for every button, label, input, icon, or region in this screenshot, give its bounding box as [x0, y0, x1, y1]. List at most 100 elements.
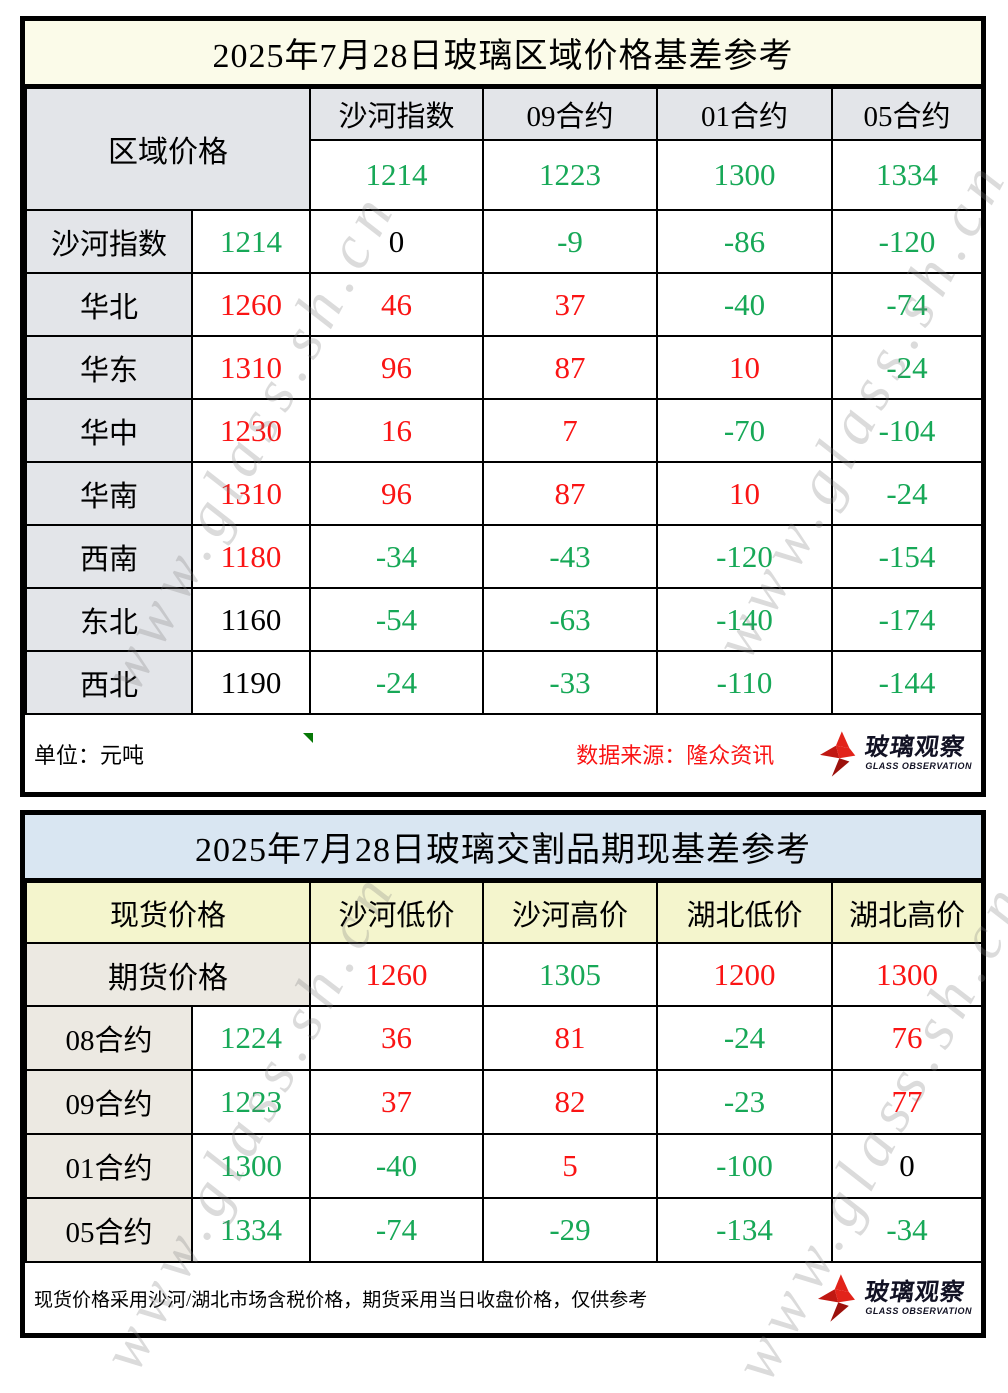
basis-cell: -29 [482, 1197, 659, 1263]
row-label: 东北 [25, 587, 193, 652]
table-row: 华南 1310 96 87 10 -24 [25, 461, 983, 526]
spot-price-cell: 1160 [191, 587, 311, 652]
glass-observation-logo: 玻璃观察 GLASS OBSERVATION [820, 730, 972, 777]
basis-cell: 7 [482, 398, 658, 463]
basis-cell: -120 [831, 209, 983, 274]
table2-title: 2025年7月28日玻璃交割品期现基差参考 [25, 815, 981, 881]
row-label: 沙河指数 [25, 209, 193, 274]
col-header-01-contract: 01合约 [656, 87, 833, 141]
col-header-05-contract: 05合约 [831, 87, 983, 141]
spot-price-cell: 1180 [191, 524, 311, 589]
futures-price-cell: 1224 [190, 1005, 312, 1071]
row-label: 08合约 [25, 1005, 193, 1071]
spot-price-cell: 1310 [191, 461, 311, 526]
table-row: 西北 1190 -24 -33 -110 -144 [25, 650, 983, 715]
row-label: 华南 [25, 461, 193, 526]
basis-cell: -40 [309, 1133, 485, 1199]
basis-cell: -23 [656, 1069, 834, 1135]
basis-cell: 0 [309, 209, 484, 274]
spot-price-cell: 1300 [831, 942, 984, 1007]
spot-price-cell: 1305 [482, 942, 659, 1007]
basis-cell: 10 [656, 461, 833, 526]
basis-cell: -63 [482, 587, 658, 652]
basis-cell: -24 [831, 461, 983, 526]
table-row: 华中 1230 16 7 -70 -104 [25, 398, 983, 463]
basis-cell: 76 [831, 1005, 984, 1071]
row-label: 西南 [25, 524, 193, 589]
row-label: 华东 [25, 335, 193, 400]
futures-price-cell: 1223 [190, 1069, 312, 1135]
col-header-hubei-low: 湖北低价 [656, 881, 834, 944]
spot-price-cell: 1200 [656, 942, 834, 1007]
futures-price-cell: 1334 [190, 1197, 312, 1263]
basis-cell: 87 [482, 335, 658, 400]
col-header-09-contract: 09合约 [482, 87, 658, 141]
basis-cell: 81 [482, 1005, 659, 1071]
page: { "watermark_text": "www.glass.sh.cn", "… [20, 16, 1008, 1392]
table-row: 01合约 1300 -40 5 -100 0 [25, 1133, 984, 1199]
basis-cell: 37 [309, 1069, 485, 1135]
futures-price-header-cell: 期货价格 [24, 942, 312, 1007]
basis-cell: -74 [831, 272, 983, 337]
spot-price-cell: 1260 [309, 942, 485, 1007]
basis-cell: 16 [309, 398, 484, 463]
futures-price-cell: 1334 [831, 139, 983, 211]
table-row: 华北 1260 46 37 -40 -74 [25, 272, 983, 337]
regional-basis-grid: 区域价格 沙河指数 09合约 01合约 05合约 1214 1223 1300 … [25, 87, 983, 715]
logo-name-cn: 玻璃观察 [863, 734, 968, 761]
table1-footer: 单位：元吨 数据来源：隆众资讯 玻璃观察 GLASS OBSERVATION [25, 715, 981, 792]
basis-cell: -134 [656, 1197, 834, 1263]
row-label: 05合约 [25, 1197, 193, 1263]
futures-price-cell: 1300 [190, 1133, 312, 1199]
unit-label: 单位：元吨 [34, 742, 145, 768]
basis-cell: -43 [482, 524, 658, 589]
basis-cell: -33 [482, 650, 658, 715]
row-label: 09合约 [25, 1069, 193, 1135]
basis-cell: -24 [309, 650, 484, 715]
basis-cell: 37 [482, 272, 658, 337]
spot-price-cell: 1214 [191, 209, 311, 274]
logo-star-icon [820, 730, 862, 777]
table1-title: 2025年7月28日玻璃区域价格基差参考 [25, 21, 981, 87]
basis-cell: -86 [656, 209, 833, 274]
basis-cell: 46 [309, 272, 484, 337]
delivery-basis-grid: 现货价格 沙河低价 沙河高价 湖北低价 湖北高价 期货价格 1260 1305 … [24, 881, 984, 1263]
logo-name-en: GLASS OBSERVATION [865, 761, 972, 771]
basis-cell: -70 [656, 398, 833, 463]
regional-basis-table: 2025年7月28日玻璃区域价格基差参考 区域价格 沙河指数 09合约 01合约… [20, 16, 986, 797]
spot-price-header-cell: 现货价格 [24, 881, 312, 944]
table-row: 05合约 1334 -74 -29 -134 -34 [25, 1197, 984, 1263]
basis-cell: -54 [309, 587, 484, 652]
table2-footer: 现货价格采用沙河/湖北市场含税价格，期货采用当日收盘价格，仅供参考 玻璃观察 G… [25, 1263, 981, 1333]
basis-cell: -100 [656, 1133, 834, 1199]
col-header-hubei-high: 湖北高价 [831, 881, 984, 944]
basis-cell: -24 [831, 335, 983, 400]
basis-cell: 36 [309, 1005, 485, 1071]
basis-cell: 0 [831, 1133, 984, 1199]
footnote: 现货价格采用沙河/湖北市场含税价格，期货采用当日收盘价格，仅供参考 [34, 1289, 648, 1311]
row-label: 西北 [25, 650, 193, 715]
row-label: 华北 [25, 272, 193, 337]
spot-price-cell: 1260 [191, 272, 311, 337]
cell-flag-marker [303, 733, 313, 743]
glass-observation-logo: 玻璃观察 GLASS OBSERVATION [818, 1274, 972, 1322]
basis-cell: 5 [482, 1133, 659, 1199]
basis-cell: 96 [309, 335, 484, 400]
logo-star-icon [818, 1274, 862, 1322]
basis-cell: -40 [656, 272, 833, 337]
basis-cell: -144 [831, 650, 983, 715]
futures-price-cell: 1300 [656, 139, 833, 211]
basis-cell: 10 [656, 335, 833, 400]
basis-cell: 87 [482, 461, 658, 526]
col-header-shahe-low: 沙河低价 [309, 881, 485, 944]
delivery-basis-table: 2025年7月28日玻璃交割品期现基差参考 现货价格 沙河低价 沙河高价 湖北低… [20, 810, 986, 1338]
row-label: 01合约 [25, 1133, 193, 1199]
corner-header-cell: 区域价格 [25, 87, 311, 211]
futures-price-cell: 1214 [309, 139, 484, 211]
spot-price-cell: 1310 [191, 335, 311, 400]
col-header-shahe-index: 沙河指数 [309, 87, 484, 141]
basis-cell: -104 [831, 398, 983, 463]
spot-price-cell: 1230 [191, 398, 311, 463]
logo-name-cn: 玻璃观察 [863, 1278, 968, 1306]
basis-cell: -24 [656, 1005, 834, 1071]
